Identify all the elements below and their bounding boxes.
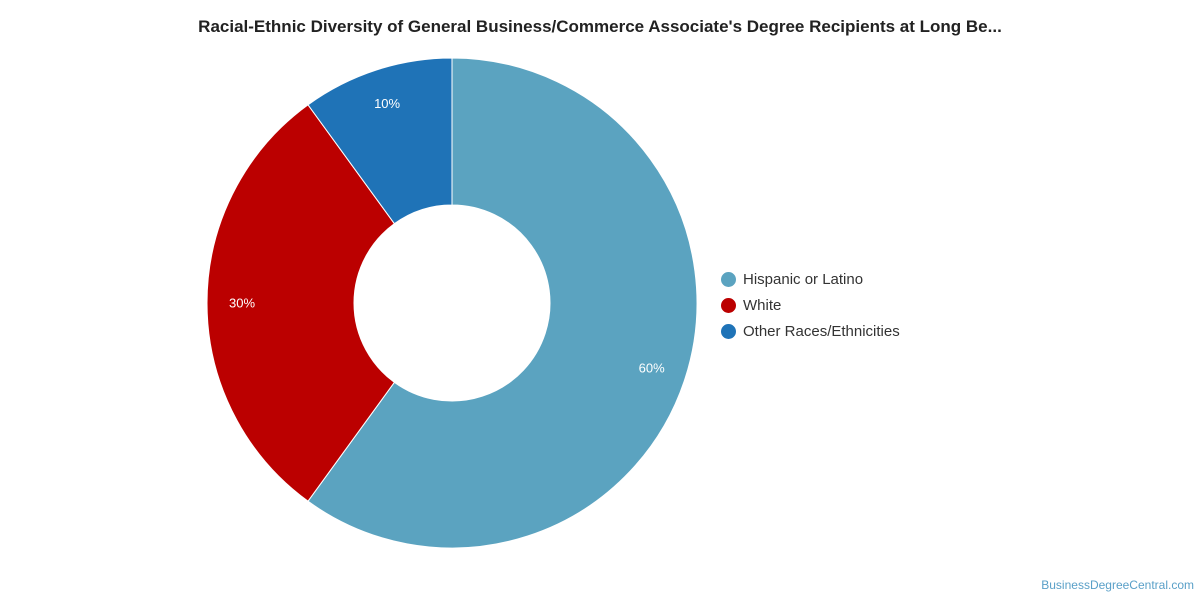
legend-dot-hispanic-or-latino [721,271,736,287]
legend-label-hispanic-or-latino: Hispanic or Latino [743,270,864,288]
slice-label-other-races-ethnicities: 10% [374,96,400,111]
slice-label-white: 30% [229,296,255,311]
legend-item-other-races-ethnicities[interactable]: Other Races/Ethnicities [721,318,900,344]
legend-dot-other-races-ethnicities [721,323,736,339]
watermark: BusinessDegreeCentral.com [1041,578,1194,592]
legend-dot-white [721,297,736,313]
slice-label-hispanic-or-latino: 60% [639,360,665,375]
chart-legend: Hispanic or Latino White Other Races/Eth… [721,266,900,344]
slice-hispanic-or-latino[interactable] [307,57,698,549]
legend-item-hispanic-or-latino[interactable]: Hispanic or Latino [721,266,900,292]
chart-title: Racial-Ethnic Diversity of General Busin… [198,17,1002,36]
slice-other-races-ethnicities[interactable] [307,57,453,225]
slice-white[interactable] [206,104,396,502]
legend-item-white[interactable]: White [721,292,900,318]
legend-label-other-races-ethnicities: Other Races/Ethnicities [743,322,900,340]
legend-label-white: White [743,296,782,314]
